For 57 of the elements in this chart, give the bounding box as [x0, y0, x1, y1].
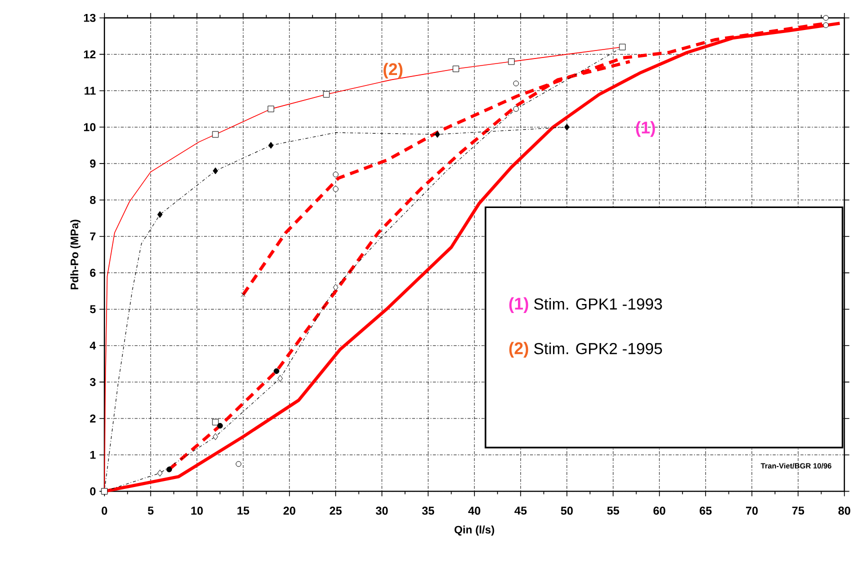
y-tick-label: 10: [84, 123, 96, 132]
point: [157, 211, 163, 218]
y-tick-label: 13: [84, 14, 96, 22]
x-tick-label: 15: [238, 506, 250, 515]
point: [101, 488, 108, 495]
point: [323, 91, 330, 98]
point: [434, 131, 440, 138]
point: [452, 66, 460, 72]
point: [823, 15, 829, 21]
y-tick-label: 5: [90, 305, 96, 314]
x-tick-label: 0: [102, 506, 108, 515]
y-tick-label: 8: [90, 196, 96, 204]
x-tick-label: 5: [148, 506, 154, 515]
point: [212, 131, 219, 138]
y-tick-label: 4: [90, 342, 96, 350]
annotation: (1): [509, 297, 528, 314]
y-tick-label: 1: [90, 451, 96, 459]
y-tick-label: 3: [90, 378, 96, 386]
x-tick-label: 25: [330, 506, 342, 515]
x-tick-label: 30: [376, 506, 388, 515]
y-tick-label: 0: [90, 487, 96, 496]
y-tick-label: 2: [90, 414, 96, 422]
point: [564, 124, 570, 131]
y-tick-label: 12: [84, 50, 96, 58]
point: [268, 142, 274, 149]
point: [619, 44, 626, 50]
point: [268, 106, 274, 112]
x-tick-label: 80: [838, 506, 850, 515]
x-tick-label: 45: [514, 506, 527, 515]
point: [823, 22, 829, 28]
x-tick-label: 20: [283, 506, 296, 515]
point: [332, 186, 338, 192]
x-tick-label: 65: [700, 506, 712, 515]
y-tick-label: 9: [90, 160, 96, 168]
point: [332, 172, 338, 178]
x-tick-label: 60: [653, 506, 666, 515]
x-tick-label: 40: [468, 506, 480, 515]
y-axis-title: Pdh-Po (MPa): [70, 220, 80, 290]
y-tick-label: 7: [90, 232, 96, 240]
point: [513, 106, 519, 112]
x-tick-label: 50: [560, 506, 573, 515]
annotation: Stim. GPK2 -1995: [534, 342, 662, 354]
y-tick-label: 6: [90, 268, 96, 277]
x-axis-title: Qin (l/s): [454, 526, 494, 536]
point: [240, 292, 246, 298]
x-tick-label: 55: [607, 506, 620, 515]
x-tick-label: 35: [422, 506, 434, 515]
point: [508, 58, 515, 65]
x-tick-label: 70: [746, 506, 758, 515]
x-tick-label: 10: [191, 506, 203, 515]
annotation: (1): [636, 121, 655, 137]
x-tick-label: 75: [792, 506, 804, 515]
annotation: (2): [509, 342, 528, 358]
point: [212, 167, 218, 174]
annotation: (2): [384, 62, 402, 79]
y-tick-label: 11: [84, 86, 96, 95]
annotation: Stim. GPK1 -1993: [534, 298, 662, 310]
